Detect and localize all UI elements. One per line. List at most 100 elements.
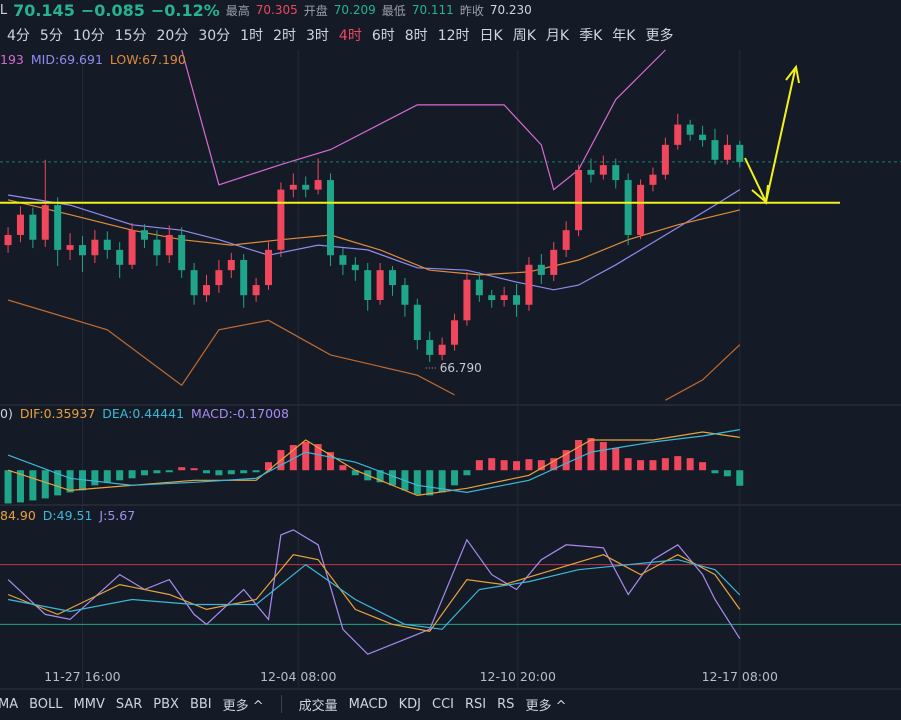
period-tab[interactable]: 12时: [437, 28, 470, 44]
macd-bar: [289, 445, 297, 471]
macd-bar: [513, 461, 521, 471]
period-tab[interactable]: 10分: [72, 28, 105, 44]
indicator-tab[interactable]: MACD: [348, 696, 388, 712]
macd-bar: [140, 470, 148, 476]
macd-bar: [91, 470, 99, 486]
candle-body: [289, 184, 297, 190]
candle-body: [16, 214, 24, 235]
candle-body: [240, 260, 248, 296]
candle-body: [674, 124, 682, 145]
candle-body: [723, 144, 731, 160]
macd-bar: [599, 442, 607, 471]
indicator-line: [8, 189, 741, 291]
period-tab[interactable]: 1时: [240, 28, 264, 44]
period-tab[interactable]: 4分: [7, 28, 30, 44]
candle-body: [389, 270, 397, 286]
period-tab[interactable]: 3时: [306, 28, 329, 44]
legend-entry: LOW:67.190: [109, 52, 186, 67]
label: 最高: [225, 3, 250, 18]
macd-bar: [463, 470, 471, 476]
candle-body: [413, 304, 421, 340]
arrow-head: [785, 64, 800, 84]
indicator-tab[interactable]: 更多 ^: [222, 698, 264, 714]
indicator-tab[interactable]: BBI: [189, 696, 212, 712]
macd-bar: [525, 459, 533, 471]
indicator-line: [7, 554, 741, 632]
low: 70.111: [411, 3, 454, 17]
macd-bar: [153, 470, 161, 474]
candle-body: [711, 140, 719, 160]
candle-body: [153, 239, 161, 256]
candle-body: [587, 169, 595, 175]
macd-bar: [550, 458, 558, 471]
macd-bar: [575, 440, 583, 471]
period-tab[interactable]: 15分: [114, 28, 147, 44]
candle-body: [227, 260, 235, 271]
candle-body: [202, 285, 210, 296]
period-tab[interactable]: 日K: [479, 28, 503, 44]
macd-bar: [624, 458, 632, 471]
label: 开盘: [303, 3, 328, 18]
indicator-tab[interactable]: KDJ: [398, 696, 422, 712]
label: 最低: [381, 3, 406, 18]
macd-bar: [66, 470, 74, 493]
macd-bar: [116, 470, 124, 481]
candle-body: [277, 189, 285, 250]
candle-body: [116, 249, 124, 265]
candle-body: [314, 180, 322, 190]
indicator-legend: 193 MID:69.691 LOW:67.190: [0, 52, 186, 67]
period-tab[interactable]: 30分: [198, 28, 231, 44]
indicator-line: [181, 49, 666, 191]
indicator-tab[interactable]: PBX: [153, 696, 179, 712]
period-tab[interactable]: 周K: [512, 28, 536, 44]
legend-entry: 84.90: [0, 508, 36, 523]
candle-body: [103, 239, 111, 250]
candle-body: [91, 239, 99, 256]
indicator-tab[interactable]: RS: [497, 696, 515, 712]
x-tick-label: 12-04 08:00: [260, 669, 336, 684]
candle-body: [612, 165, 620, 181]
indicator-tab[interactable]: 成交量: [298, 698, 338, 714]
macd-bar: [103, 470, 111, 483]
macd-bar: [314, 444, 322, 471]
indicator-tab[interactable]: RSI: [465, 696, 487, 712]
indicator-tab[interactable]: MMV: [73, 696, 105, 712]
indicator-tab[interactable]: BOLL: [29, 696, 63, 712]
candle-body: [562, 230, 570, 250]
macd-bar: [41, 470, 49, 499]
indicator-tabs: MA BOLL MMV SAR PBX BBI 更多 ^ 成交量 MACD KDJ CCI RSI RS…: [0, 690, 566, 718]
indicator-tab[interactable]: 更多 ^: [525, 698, 567, 714]
period-tab[interactable]: 8时: [404, 28, 428, 44]
period-tab[interactable]: 季K: [579, 28, 603, 44]
period-tab[interactable]: 年K: [612, 28, 636, 44]
macd-bar: [240, 470, 248, 474]
period-tab[interactable]: 20分: [156, 28, 189, 44]
period-tab[interactable]: 5分: [39, 28, 63, 44]
candle-body: [513, 295, 521, 305]
candle-body: [78, 245, 86, 256]
macd-bar: [376, 470, 384, 483]
label: 昨收: [459, 3, 484, 18]
macd-bar: [227, 470, 235, 475]
period-tab[interactable]: 更多: [645, 28, 674, 44]
x-tick-label: 12-17 08:00: [702, 669, 778, 684]
candle-body: [575, 169, 583, 231]
macd-bar: [202, 470, 210, 474]
indicator-line: [7, 199, 740, 276]
period-tab[interactable]: 6时: [371, 28, 395, 44]
macd-bar: [674, 456, 682, 471]
prev-close: 70.230: [489, 3, 532, 17]
macd-bar: [339, 465, 347, 471]
macd-bar: [736, 470, 744, 486]
indicator-line: [7, 429, 740, 494]
indicator-tab[interactable]: MA: [0, 696, 19, 712]
period-tab[interactable]: 月K: [545, 28, 570, 44]
macd-bar: [426, 470, 434, 496]
indicator-tab[interactable]: CCI: [432, 696, 455, 712]
period-tab[interactable]: 2时: [273, 28, 296, 44]
indicator-tab[interactable]: SAR: [115, 696, 143, 712]
period-tab[interactable]: 4时: [338, 28, 362, 44]
macd-bar: [723, 470, 731, 477]
macd-bar: [475, 460, 483, 471]
macd-bar: [265, 462, 273, 471]
